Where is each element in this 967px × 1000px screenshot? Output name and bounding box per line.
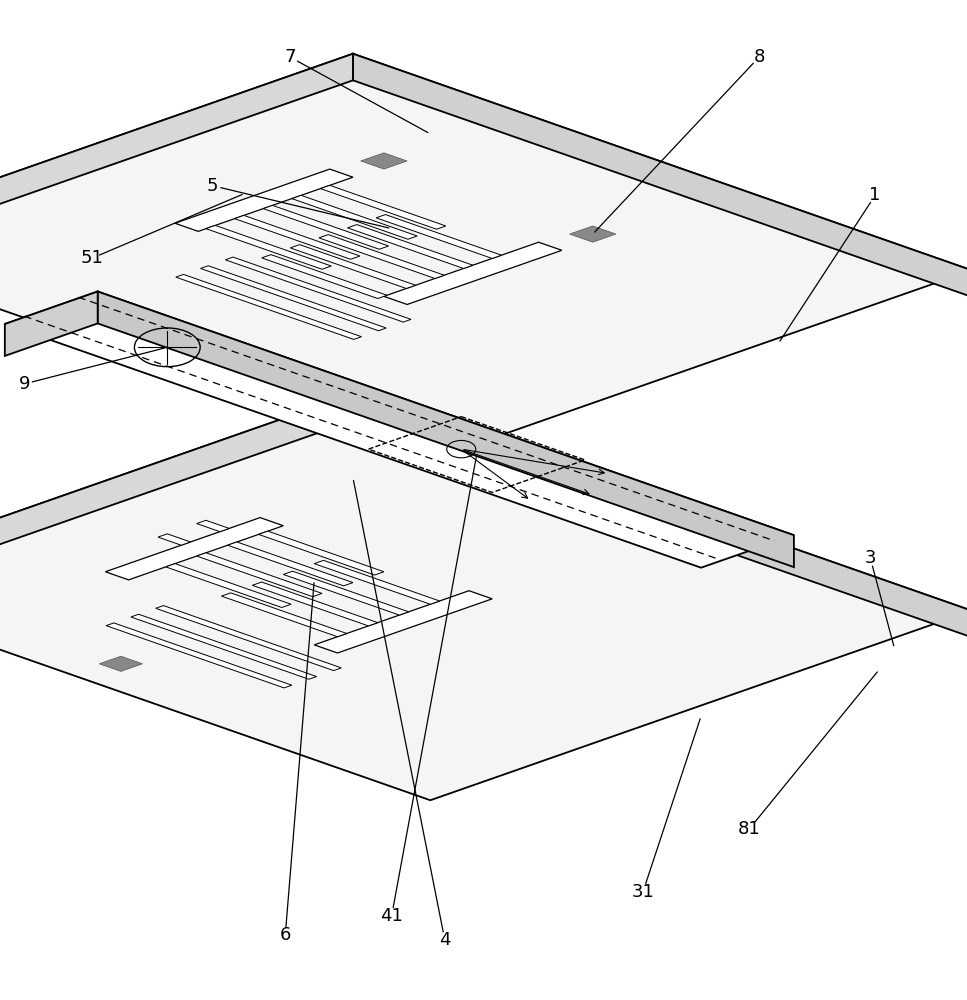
Polygon shape xyxy=(319,235,444,278)
Text: 4: 4 xyxy=(439,931,451,949)
Polygon shape xyxy=(5,292,794,568)
Polygon shape xyxy=(376,215,502,258)
Text: 3: 3 xyxy=(864,549,876,567)
Polygon shape xyxy=(283,571,409,615)
Text: 41: 41 xyxy=(380,907,403,925)
Polygon shape xyxy=(290,245,416,288)
Polygon shape xyxy=(314,560,440,604)
Polygon shape xyxy=(314,591,492,653)
Polygon shape xyxy=(175,169,353,231)
Polygon shape xyxy=(292,195,417,239)
Polygon shape xyxy=(156,606,341,671)
Text: 9: 9 xyxy=(18,375,30,393)
Text: 81: 81 xyxy=(738,820,761,838)
Text: 1: 1 xyxy=(869,186,881,204)
Polygon shape xyxy=(196,553,322,597)
Polygon shape xyxy=(235,215,360,259)
Polygon shape xyxy=(165,564,291,607)
Polygon shape xyxy=(105,518,283,580)
Polygon shape xyxy=(5,292,98,356)
Polygon shape xyxy=(225,257,411,322)
Polygon shape xyxy=(263,205,389,249)
Polygon shape xyxy=(0,394,967,800)
Polygon shape xyxy=(106,623,292,688)
Polygon shape xyxy=(262,255,387,299)
Polygon shape xyxy=(196,520,229,532)
Text: 31: 31 xyxy=(631,883,655,901)
Text: 51: 51 xyxy=(80,249,103,267)
Polygon shape xyxy=(221,593,347,637)
Polygon shape xyxy=(0,394,353,610)
Polygon shape xyxy=(131,614,316,679)
Text: 6: 6 xyxy=(279,926,291,944)
Polygon shape xyxy=(0,54,967,460)
Text: 7: 7 xyxy=(284,48,296,66)
Polygon shape xyxy=(258,531,384,575)
Polygon shape xyxy=(347,225,473,268)
Polygon shape xyxy=(252,582,378,626)
Polygon shape xyxy=(384,242,562,304)
Polygon shape xyxy=(98,292,794,567)
Polygon shape xyxy=(227,542,353,586)
Polygon shape xyxy=(200,266,386,331)
Text: 8: 8 xyxy=(753,48,765,66)
Polygon shape xyxy=(570,226,616,242)
Polygon shape xyxy=(176,274,362,339)
Polygon shape xyxy=(320,185,446,229)
Polygon shape xyxy=(0,54,353,270)
Polygon shape xyxy=(353,54,967,297)
Polygon shape xyxy=(100,656,142,671)
Polygon shape xyxy=(353,394,967,637)
Text: 5: 5 xyxy=(207,177,219,195)
Polygon shape xyxy=(206,225,332,269)
Polygon shape xyxy=(158,534,190,545)
Polygon shape xyxy=(361,153,407,169)
